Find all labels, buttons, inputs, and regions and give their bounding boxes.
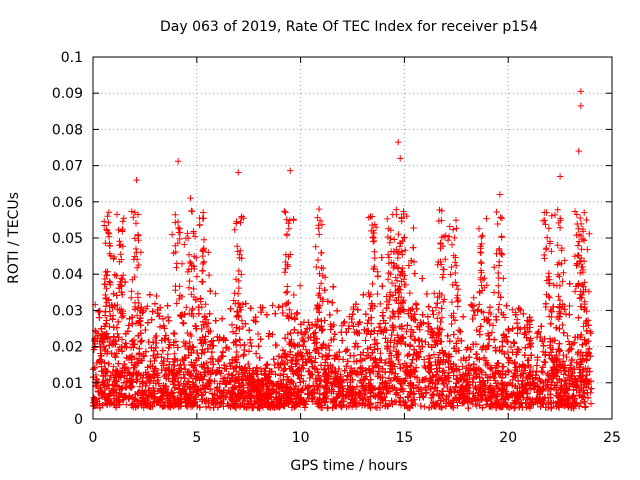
- y-tick-label: 0.09: [52, 86, 83, 102]
- y-tick-label: 0.1: [61, 50, 83, 66]
- y-tick-label: 0.08: [52, 122, 83, 138]
- data-point-cluster: [90, 244, 595, 412]
- y-tick-label: 0.07: [52, 159, 83, 175]
- axis-ticks: 0 0.01 0.02 0.03 0.04 0.05 0.06 0.07 0.08 0.09 0.1…: [52, 50, 621, 446]
- data-point: [397, 155, 404, 162]
- data-point: [235, 169, 242, 176]
- y-tick-label: 0.01: [52, 376, 83, 392]
- data-point: [575, 147, 582, 155]
- y-tick-label: 0.02: [52, 340, 83, 356]
- y-tick-label: 0.06: [52, 195, 83, 211]
- y-tick-label: 0: [74, 412, 83, 428]
- x-tick-label: 10: [292, 430, 310, 446]
- data-point: [104, 213, 111, 220]
- data-point: [287, 167, 294, 174]
- data-points: [89, 88, 595, 412]
- x-tick-label: 20: [499, 430, 517, 446]
- data-point: [438, 207, 445, 215]
- data-point: [496, 191, 504, 198]
- x-tick-label: 5: [192, 430, 201, 446]
- y-tick-label: 0.04: [52, 267, 83, 283]
- plot-frame: [92, 56, 613, 420]
- x-tick-label: 0: [89, 430, 98, 446]
- data-point: [577, 102, 585, 110]
- data-point: [174, 158, 182, 165]
- data-point: [577, 88, 585, 95]
- chart-title: Day 063 of 2019, Rate Of TEC Index for r…: [160, 19, 538, 35]
- x-tick-label: 25: [603, 430, 621, 446]
- data-point: [556, 173, 564, 180]
- data-point: [316, 231, 323, 238]
- x-tick-label: 15: [395, 430, 413, 446]
- data-point: [394, 138, 402, 146]
- data-point: [370, 238, 377, 245]
- y-tick-label: 0.03: [52, 303, 83, 319]
- y-axis-label: ROTI / TECUs: [6, 192, 22, 284]
- data-point: [133, 176, 140, 184]
- y-tick-label: 0.05: [52, 231, 83, 247]
- x-axis-label: GPS time / hours: [290, 458, 407, 474]
- data-point-cluster: [101, 205, 593, 321]
- data-point: [187, 194, 194, 202]
